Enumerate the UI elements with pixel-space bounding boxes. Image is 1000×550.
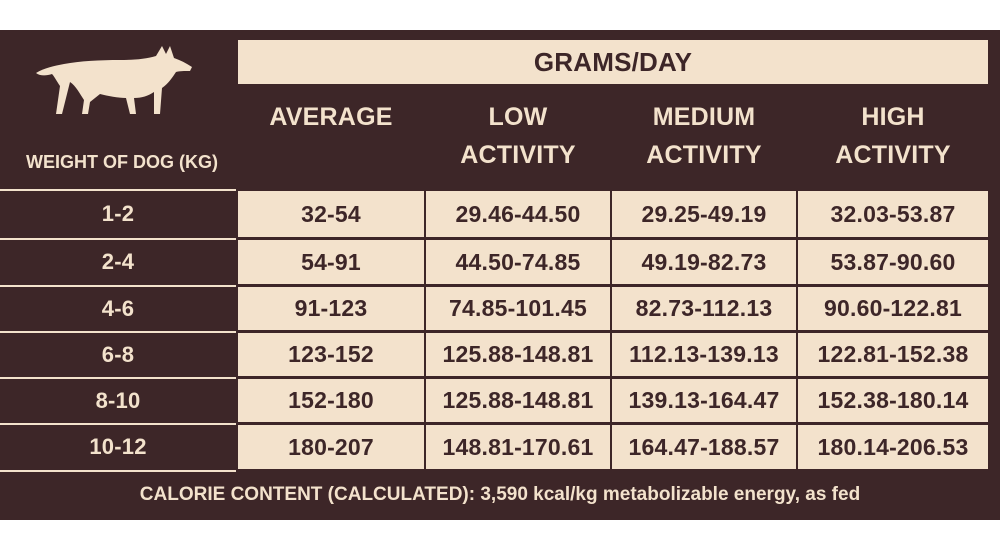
- table-cell-low: 44.50-74.85: [426, 240, 610, 284]
- table-cell-average: 32-54: [238, 191, 424, 237]
- table-cell-high: 32.03-53.87: [798, 191, 988, 237]
- table-cell-medium: 82.73-112.13: [612, 287, 796, 330]
- dog-silhouette-icon: [30, 40, 200, 118]
- weight-cell: 10-12: [89, 434, 147, 459]
- weight-cell: 8-10: [95, 387, 141, 413]
- table-cell-average: 152-180: [238, 379, 424, 422]
- row-divider: [0, 238, 236, 240]
- weight-cell: 6-8: [101, 341, 135, 367]
- table-cell-high: 53.87-90.60: [798, 240, 988, 284]
- table-cell-medium: 139.13-164.47: [612, 379, 796, 422]
- table-cell-high: 122.81-152.38: [798, 333, 988, 376]
- table-cell-high: 90.60-122.81: [798, 287, 988, 330]
- row-divider: [0, 189, 236, 191]
- row-divider: [0, 423, 236, 425]
- table-cell-low: 125.88-148.81: [426, 379, 610, 422]
- table-cell-average: 180-207: [238, 425, 424, 469]
- table-cell-medium: 112.13-139.13: [612, 333, 796, 376]
- table-cell-medium: 29.25-49.19: [612, 191, 796, 237]
- table-cell-low: 148.81-170.61: [426, 425, 610, 469]
- table-cell-high: 180.14-206.53: [798, 425, 988, 469]
- table-cell-high: 152.38-180.14: [798, 379, 988, 422]
- column-header-high-activity: HIGH ACTIVITY: [798, 84, 988, 184]
- table-cell-low: 74.85-101.45: [426, 287, 610, 330]
- table-cell-low: 125.88-148.81: [426, 333, 610, 376]
- calorie-content-footer: CALORIE CONTENT (CALCULATED): 3,590 kcal…: [139, 484, 861, 505]
- table-cell-average: 91-123: [238, 287, 424, 330]
- row-divider: [0, 470, 236, 472]
- table-cell-medium: 49.19-82.73: [612, 240, 796, 284]
- column-header-low-activity: LOW ACTIVITY: [426, 84, 610, 184]
- row-divider: [0, 285, 236, 287]
- row-divider: [0, 331, 236, 333]
- grams-per-day-header: GRAMS/DAY: [238, 40, 988, 84]
- column-header-average: AVERAGE: [238, 84, 424, 184]
- table-cell-average: 123-152: [238, 333, 424, 376]
- weight-cell: 4-6: [101, 295, 135, 321]
- row-divider: [0, 377, 236, 379]
- table-cell-low: 29.46-44.50: [426, 191, 610, 237]
- weight-cell: 2-4: [101, 249, 135, 274]
- weight-cell: 1-2: [101, 201, 135, 226]
- weight-header: WEIGHT OF DOG (KG): [26, 152, 218, 172]
- column-header-medium-activity: MEDIUM ACTIVITY: [612, 84, 796, 184]
- table-cell-medium: 164.47-188.57: [612, 425, 796, 469]
- table-cell-average: 54-91: [238, 240, 424, 284]
